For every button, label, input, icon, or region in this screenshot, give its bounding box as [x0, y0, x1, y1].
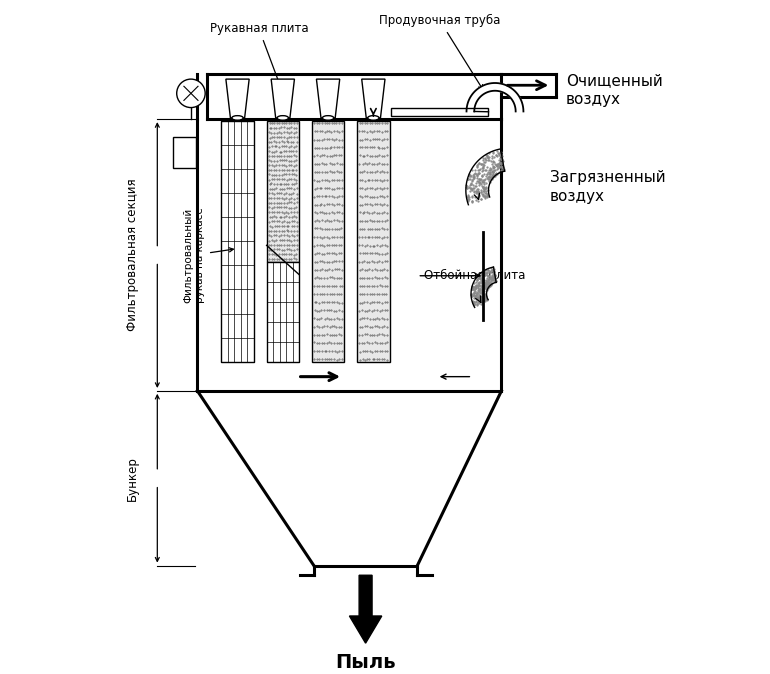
Polygon shape — [514, 100, 522, 105]
Polygon shape — [271, 79, 294, 118]
Polygon shape — [514, 102, 523, 106]
Polygon shape — [312, 121, 344, 362]
Polygon shape — [226, 79, 249, 118]
Polygon shape — [469, 98, 477, 103]
Polygon shape — [477, 88, 484, 96]
Polygon shape — [474, 91, 480, 98]
Polygon shape — [362, 79, 385, 118]
Polygon shape — [480, 86, 486, 94]
Polygon shape — [514, 98, 521, 103]
Polygon shape — [507, 88, 513, 96]
Text: Загрязненный
воздух: Загрязненный воздух — [550, 171, 665, 204]
Polygon shape — [468, 100, 476, 105]
Polygon shape — [504, 86, 509, 94]
Polygon shape — [494, 83, 496, 91]
Polygon shape — [511, 92, 517, 99]
Bar — [172, 137, 196, 168]
Circle shape — [176, 79, 205, 108]
Ellipse shape — [232, 116, 243, 120]
Text: Отбойная плита: Отбойная плита — [424, 269, 525, 282]
Polygon shape — [357, 121, 390, 362]
Polygon shape — [515, 107, 524, 110]
Text: Фильтровальная секция: Фильтровальная секция — [126, 179, 139, 332]
Ellipse shape — [323, 116, 333, 120]
Polygon shape — [516, 109, 524, 111]
Polygon shape — [467, 102, 475, 106]
Polygon shape — [470, 96, 477, 102]
Text: Фильтровальный
рукав на каркасе: Фильтровальный рукав на каркасе — [183, 207, 233, 303]
Polygon shape — [491, 83, 494, 91]
Text: Пыль: Пыль — [335, 653, 396, 672]
Text: Бункер: Бункер — [126, 456, 139, 501]
Polygon shape — [350, 575, 382, 643]
Polygon shape — [475, 90, 482, 96]
Polygon shape — [485, 84, 489, 92]
Polygon shape — [502, 85, 507, 93]
Ellipse shape — [277, 116, 289, 120]
Polygon shape — [515, 104, 523, 108]
Polygon shape — [489, 83, 493, 91]
Polygon shape — [483, 85, 487, 93]
Polygon shape — [471, 94, 478, 100]
Polygon shape — [500, 84, 505, 92]
Polygon shape — [467, 107, 474, 110]
Polygon shape — [487, 84, 490, 92]
Polygon shape — [221, 121, 253, 362]
Ellipse shape — [367, 116, 379, 120]
Polygon shape — [266, 121, 299, 262]
Polygon shape — [497, 83, 500, 91]
Text: Продувочная труба: Продувочная труба — [380, 14, 500, 90]
Polygon shape — [479, 87, 484, 94]
Polygon shape — [509, 91, 516, 98]
Text: Очищенный
воздух: Очищенный воздух — [566, 73, 663, 107]
Polygon shape — [499, 84, 503, 92]
Polygon shape — [511, 94, 519, 100]
Polygon shape — [467, 104, 475, 108]
Bar — [391, 108, 488, 116]
Polygon shape — [496, 83, 498, 91]
Polygon shape — [266, 262, 299, 362]
Polygon shape — [467, 109, 474, 111]
Polygon shape — [508, 90, 514, 96]
Polygon shape — [316, 79, 340, 118]
Text: Рукавная плита: Рукавная плита — [209, 22, 308, 111]
Polygon shape — [505, 87, 511, 94]
Polygon shape — [513, 96, 521, 102]
Polygon shape — [472, 92, 480, 99]
